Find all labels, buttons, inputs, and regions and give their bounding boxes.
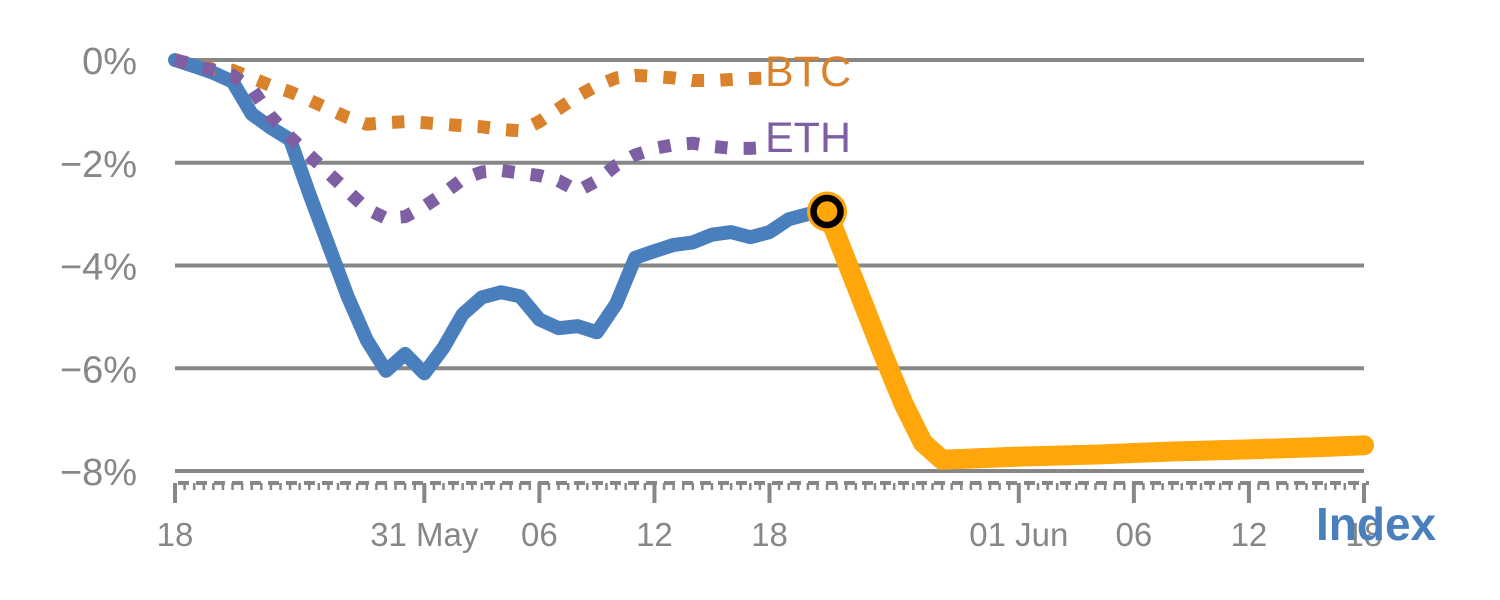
x-tick-label: 18 <box>157 516 194 553</box>
x-tick-label: 06 <box>521 516 558 553</box>
series-line-btc <box>173 53 770 138</box>
axis-label-index: Index <box>1316 498 1437 550</box>
x-tick-label: 01 Jun <box>969 516 1068 553</box>
x-tick-label: 12 <box>636 516 673 553</box>
series-line-eth <box>173 53 770 225</box>
x-tick-label: 18 <box>1346 516 1383 553</box>
y-tick-labels-group: 0% −2% −4% −6% −8% <box>60 41 137 494</box>
current-point-marker[interactable] <box>810 194 844 229</box>
x-tick-label: 06 <box>1116 516 1153 553</box>
y-tick-label: −2% <box>60 144 137 186</box>
gridlines-group <box>175 58 1364 473</box>
series-layer <box>168 53 1374 470</box>
y-tick-label: −4% <box>60 247 137 289</box>
y-tick-label: 0% <box>82 41 137 83</box>
series-line-forecast <box>817 201 1374 470</box>
marker-layer <box>807 191 848 232</box>
x-tick-label: 18 <box>751 516 788 553</box>
x-axis-group <box>173 481 1369 503</box>
x-tick-label: 12 <box>1231 516 1268 553</box>
series-line-index <box>168 53 835 381</box>
series-label-btc: BTC <box>765 48 851 96</box>
series-label-eth: ETH <box>765 114 851 162</box>
x-tick-label: 31 May <box>370 516 479 553</box>
x-tick-labels-group: 18 31 May 06 12 18 01 Jun 06 12 18 <box>157 516 1383 553</box>
y-tick-label: −8% <box>60 452 137 494</box>
y-tick-label: −6% <box>60 349 137 391</box>
